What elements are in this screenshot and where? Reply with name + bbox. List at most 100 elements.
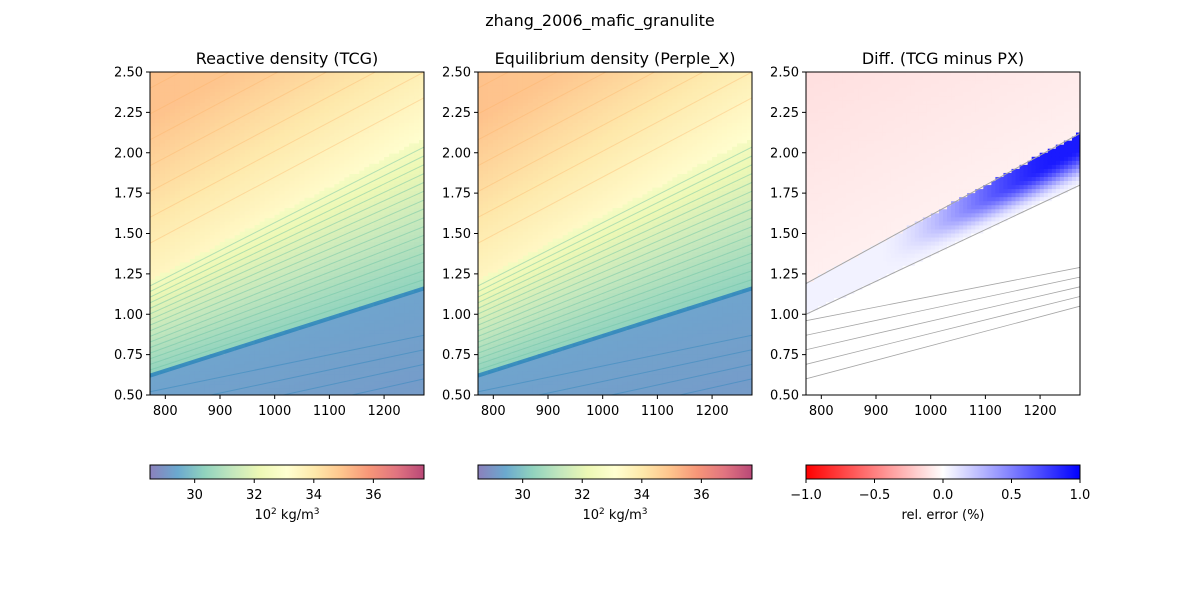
- contour-line: [478, 164, 752, 298]
- y-tick-label: 1.25: [114, 267, 143, 282]
- colorbar-tick-label: −1.0: [790, 488, 822, 503]
- x-tick-label: 1100: [313, 404, 346, 419]
- heatmap-field: [806, 72, 1080, 395]
- chart-panel-3: Diff. (TCG minus PX) 800 900 1000 1100 1200 0.…: [770, 49, 1090, 523]
- contour-line: [478, 270, 752, 365]
- contour-line: [150, 97, 424, 244]
- y-tick-label: 1.00: [114, 308, 143, 323]
- y-tick-label: 0.75: [114, 348, 143, 363]
- y-tick-label: 1.25: [442, 267, 471, 282]
- heatmap-field: [150, 0, 424, 395]
- colorbar-tick-label: 30: [186, 488, 203, 503]
- contour-line: [806, 296, 1080, 365]
- y-tick-label: 1.50: [114, 227, 143, 242]
- contour-line: [150, 334, 424, 393]
- contour-line: [806, 276, 1080, 336]
- chart-panel-2: Equilibrium density (Perple_X) 800 900 1000…: [442, 0, 753, 523]
- x-tick-label: 1100: [641, 404, 674, 419]
- y-tick-label: 2.00: [770, 146, 799, 161]
- contour-line: [806, 132, 1080, 285]
- contour-line: [208, 349, 424, 395]
- contour-line: [806, 286, 1080, 351]
- x-tick-label: 1000: [258, 404, 291, 419]
- contour-line: [349, 378, 424, 395]
- contour-line: [478, 181, 752, 309]
- contour-line: [478, 173, 752, 304]
- contour-line: [150, 252, 424, 354]
- colorbar-tick-label: 36: [365, 488, 382, 503]
- colorbar-label: rel. error (%): [901, 508, 984, 523]
- contour-line: [478, 155, 752, 292]
- contour-line: [806, 184, 1080, 315]
- figure-title: zhang_2006_mafic_granulite: [485, 11, 714, 31]
- x-tick-label: 1000: [586, 404, 619, 419]
- contour-line: [478, 243, 752, 349]
- x-tick-label: 900: [536, 404, 561, 419]
- contour-line: [150, 173, 424, 304]
- contour-line: [150, 0, 424, 11]
- contour-line: [150, 181, 424, 309]
- colorbar-gradient: [477, 464, 753, 480]
- y-tick-label: 2.50: [770, 66, 799, 81]
- contour-line: [150, 234, 424, 343]
- y-tick-label: 0.50: [114, 389, 143, 404]
- contour-line: [478, 199, 752, 321]
- contour-line: [150, 243, 424, 349]
- y-tick-label: 2.00: [114, 146, 143, 161]
- x-tick-label: 1200: [1024, 404, 1057, 419]
- colorbar-label: 102 kg/m3: [583, 507, 648, 523]
- panel-title: Reactive density (TCG): [196, 49, 379, 68]
- colorbar-tick-label: 1.0: [1070, 488, 1091, 503]
- contour-line: [478, 190, 752, 315]
- contour-line: [150, 164, 424, 298]
- colorbar: 30 32 34 36 102 kg/m3: [149, 464, 425, 523]
- y-tick-label: 0.75: [442, 348, 471, 363]
- contour-line: [478, 0, 752, 11]
- contour-line: [150, 72, 279, 141]
- contour-line: [150, 199, 424, 321]
- contour-line: [150, 208, 424, 326]
- x-tick-label: 900: [208, 404, 233, 419]
- heatmap-field: [478, 0, 752, 395]
- y-tick-label: 2.25: [770, 106, 799, 121]
- contour-line: [478, 252, 752, 354]
- contour-line: [150, 279, 424, 371]
- phase-boundary: [150, 286, 424, 378]
- colorbar-gradient: [149, 464, 425, 480]
- colorbar-tick-label: 32: [574, 488, 591, 503]
- contour-line: [280, 363, 424, 395]
- y-tick-label: 0.75: [770, 348, 799, 363]
- y-tick-label: 1.75: [114, 187, 143, 202]
- panel-title: Equilibrium density (Perple_X): [495, 49, 736, 69]
- y-tick-label: 2.25: [114, 106, 143, 121]
- colorbar-tick-label: 34: [634, 488, 651, 503]
- phase-boundary: [478, 286, 752, 378]
- x-tick-label: 800: [809, 404, 834, 419]
- x-tick-label: 1200: [368, 404, 401, 419]
- y-tick-label: 1.50: [770, 227, 799, 242]
- contour-line: [478, 72, 559, 115]
- colorbar-tick-label: 0.5: [1001, 488, 1022, 503]
- contour-line: [677, 378, 752, 395]
- x-tick-label: 800: [153, 404, 178, 419]
- contour-line: [806, 267, 1080, 322]
- y-tick-label: 1.50: [442, 227, 471, 242]
- y-tick-label: 0.50: [770, 389, 799, 404]
- contour-line: [150, 155, 424, 292]
- chart-panel-1: Reactive density (TCG) 800 900 1000 1100 1200…: [114, 0, 425, 523]
- contour-line: [478, 226, 752, 337]
- colorbar-tick-label: 32: [246, 488, 263, 503]
- contour-line: [478, 72, 607, 141]
- contour-line: [150, 190, 424, 315]
- contour-line: [478, 279, 752, 371]
- contour-line: [806, 305, 1080, 380]
- contour-line: [150, 72, 328, 167]
- contour-line: [478, 72, 656, 167]
- colorbar-tick-label: −0.5: [859, 488, 891, 503]
- contour-line: [478, 208, 752, 326]
- contour-line: [478, 72, 752, 218]
- contour-line: [478, 97, 752, 244]
- y-tick-label: 1.00: [442, 308, 471, 323]
- colorbar: 30 32 34 36 102 kg/m3: [477, 464, 753, 523]
- contour-line: [478, 217, 752, 332]
